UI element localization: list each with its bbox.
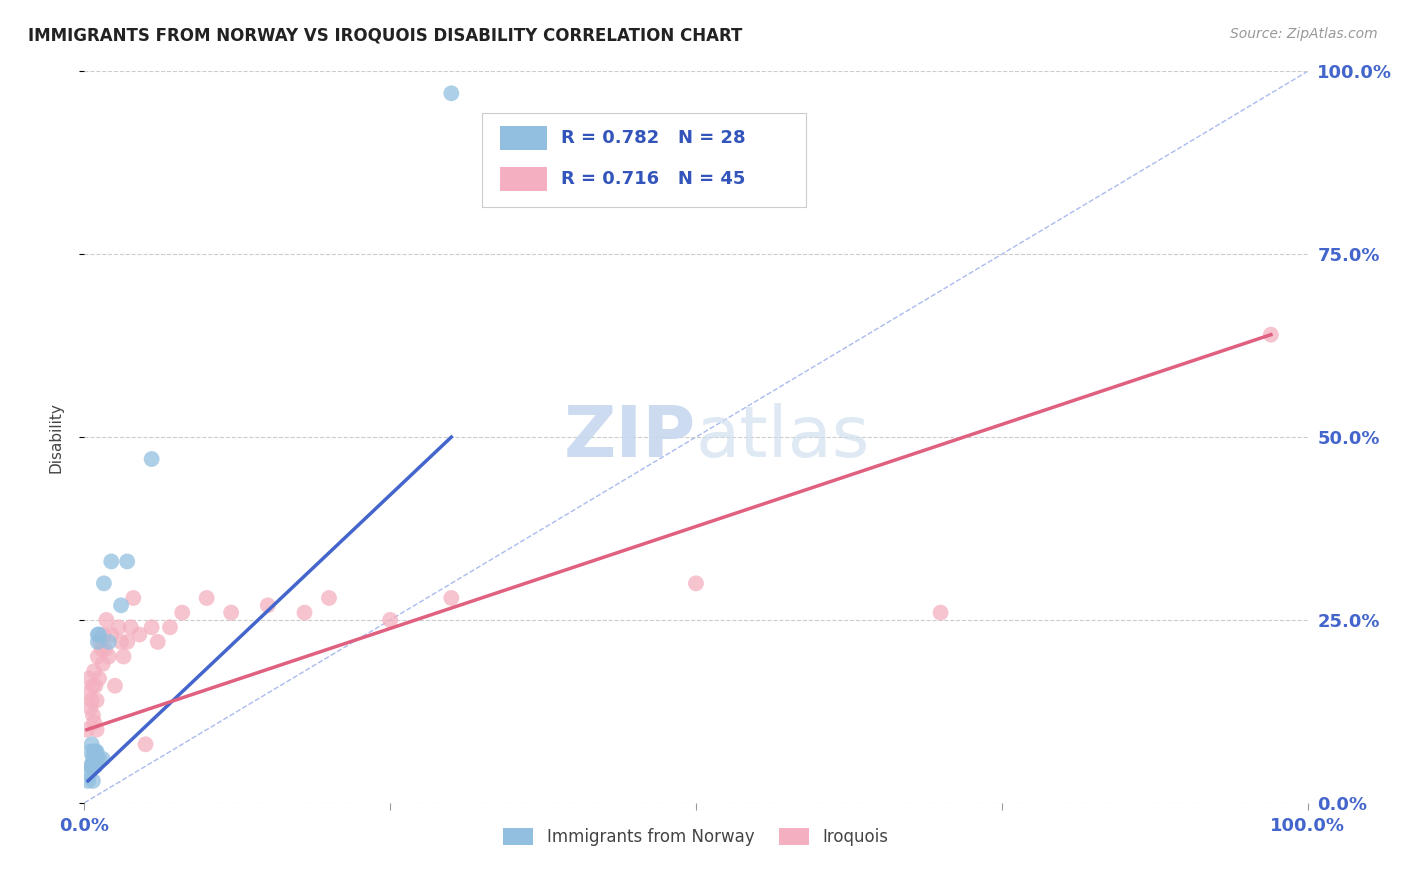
Point — [82, 679, 104, 693]
Point — [79, 745, 101, 759]
FancyBboxPatch shape — [482, 113, 806, 207]
Point — [141, 452, 163, 467]
Point — [87, 672, 110, 686]
Point — [257, 599, 280, 613]
Point — [122, 591, 145, 605]
Text: R = 0.782   N = 28: R = 0.782 N = 28 — [561, 129, 747, 147]
Point — [100, 554, 122, 568]
Point — [80, 737, 103, 751]
Text: IMMIGRANTS FROM NORWAY VS IROQUOIS DISABILITY CORRELATION CHART: IMMIGRANTS FROM NORWAY VS IROQUOIS DISAB… — [28, 27, 742, 45]
Point — [87, 635, 110, 649]
Point — [79, 759, 101, 773]
Point — [82, 773, 104, 788]
Point — [83, 715, 105, 730]
Point — [89, 635, 111, 649]
Point — [318, 591, 340, 605]
Point — [82, 752, 104, 766]
Point — [110, 635, 132, 649]
Text: ZIP: ZIP — [564, 402, 696, 472]
Point — [440, 87, 463, 101]
Point — [87, 627, 110, 641]
Point — [90, 642, 112, 657]
Y-axis label: Disability: Disability — [49, 401, 63, 473]
Point — [86, 752, 108, 766]
Point — [115, 554, 138, 568]
Point — [1260, 327, 1282, 342]
Legend: Immigrants from Norway, Iroquois: Immigrants from Norway, Iroquois — [496, 822, 896, 853]
Point — [76, 723, 98, 737]
Point — [112, 649, 135, 664]
Point — [120, 620, 142, 634]
Point — [80, 759, 103, 773]
Point — [87, 752, 110, 766]
Point — [440, 591, 463, 605]
Point — [685, 576, 707, 591]
Point — [86, 723, 108, 737]
Point — [128, 627, 150, 641]
Text: atlas: atlas — [696, 402, 870, 472]
Point — [146, 635, 169, 649]
Point — [104, 679, 127, 693]
Point — [86, 745, 108, 759]
Point — [141, 620, 163, 634]
Point — [94, 642, 117, 657]
Point — [294, 606, 316, 620]
Point — [83, 664, 105, 678]
Point — [91, 752, 114, 766]
Point — [195, 591, 218, 605]
Point — [93, 627, 115, 641]
Point — [77, 766, 100, 780]
Point — [929, 606, 952, 620]
Point — [93, 576, 115, 591]
Point — [97, 635, 120, 649]
Point — [79, 700, 101, 714]
Point — [87, 649, 110, 664]
Point — [159, 620, 181, 634]
Point — [107, 620, 129, 634]
Point — [91, 657, 114, 671]
Point — [77, 686, 100, 700]
Point — [84, 679, 107, 693]
Point — [380, 613, 402, 627]
Point — [97, 649, 120, 664]
Point — [135, 737, 157, 751]
Point — [77, 672, 100, 686]
Point — [219, 606, 242, 620]
Point — [82, 759, 104, 773]
Point — [110, 599, 132, 613]
Point — [100, 627, 122, 641]
Point — [86, 693, 108, 707]
Point — [172, 606, 194, 620]
Text: R = 0.716   N = 45: R = 0.716 N = 45 — [561, 169, 745, 188]
Point — [80, 693, 103, 707]
Point — [96, 613, 118, 627]
Point — [115, 635, 138, 649]
Point — [83, 745, 105, 759]
Point — [83, 745, 105, 759]
Point — [77, 773, 100, 788]
Point — [83, 752, 105, 766]
Point — [84, 759, 107, 773]
Point — [82, 708, 104, 723]
Point — [84, 745, 107, 759]
Text: Source: ZipAtlas.com: Source: ZipAtlas.com — [1230, 27, 1378, 41]
Point — [87, 627, 110, 641]
FancyBboxPatch shape — [501, 126, 547, 150]
FancyBboxPatch shape — [501, 167, 547, 191]
